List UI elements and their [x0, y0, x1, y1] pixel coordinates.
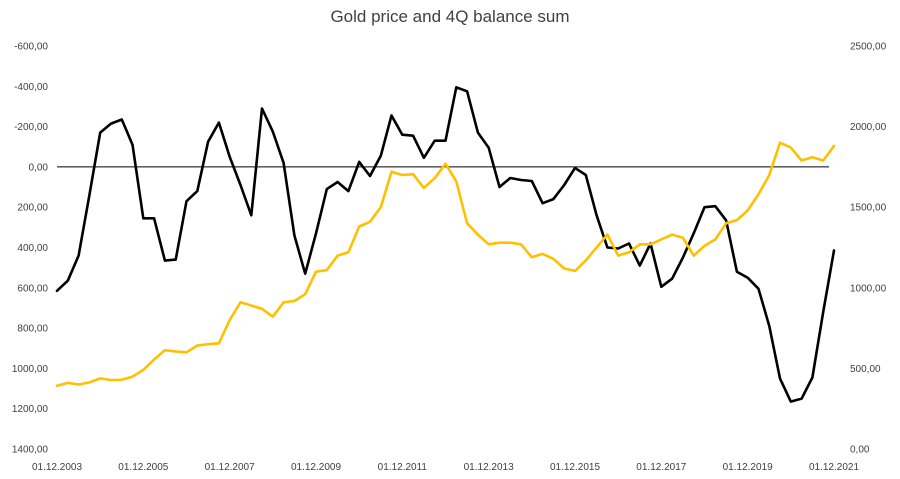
right-tick-label: 2000,00 [850, 122, 887, 133]
x-tick-label: 01.12.2007 [205, 462, 255, 473]
gold-price-series-line [55, 141, 836, 388]
x-tick-label: 01.12.2011 [378, 462, 428, 473]
series-layer [55, 86, 836, 403]
x-tick-label: 01.12.2017 [636, 462, 686, 473]
left-tick-label: 800,00 [17, 324, 48, 335]
x-axis-ticks: 01.12.2003 01.12.2005 01.12.2007 01.12.2009… [32, 462, 859, 473]
left-tick-label: 1200,00 [12, 404, 49, 415]
right-tick-label: 1000,00 [850, 283, 887, 294]
left-tick-label: -400,00 [14, 82, 48, 93]
right-tick-label: 1500,00 [850, 203, 887, 214]
left-tick-label: 0,00 [29, 162, 49, 173]
balance-series-line [55, 86, 836, 403]
right-axis-ticks: 2500,00 2000,00 1500,00 1000,00 500,00 0,00 [850, 42, 887, 456]
left-tick-label: 400,00 [17, 243, 48, 254]
left-tick-label: 1400,00 [12, 445, 49, 456]
chart-title: Gold price and 4Q balance sum [330, 7, 569, 26]
x-tick-label: 01.12.2019 [723, 462, 773, 473]
left-axis-ticks: -600,00 -400,00 -200,00 0,00 200,00 400,00 600… [12, 42, 49, 456]
left-tick-label: 1000,00 [12, 364, 49, 375]
x-tick-label: 01.12.2015 [550, 462, 600, 473]
left-tick-label: -600,00 [14, 42, 48, 53]
left-tick-label: 600,00 [17, 283, 48, 294]
x-tick-label: 01.12.2003 [32, 462, 82, 473]
right-tick-label: 500,00 [850, 364, 881, 375]
left-tick-label: 200,00 [17, 203, 48, 214]
x-tick-label: 01.12.2021 [809, 462, 859, 473]
x-tick-label: 01.12.2013 [464, 462, 514, 473]
right-tick-label: 0,00 [850, 445, 870, 456]
right-tick-label: 2500,00 [850, 42, 887, 53]
left-tick-label: -200,00 [14, 122, 48, 133]
x-tick-label: 01.12.2009 [291, 462, 341, 473]
x-tick-label: 01.12.2005 [118, 462, 168, 473]
